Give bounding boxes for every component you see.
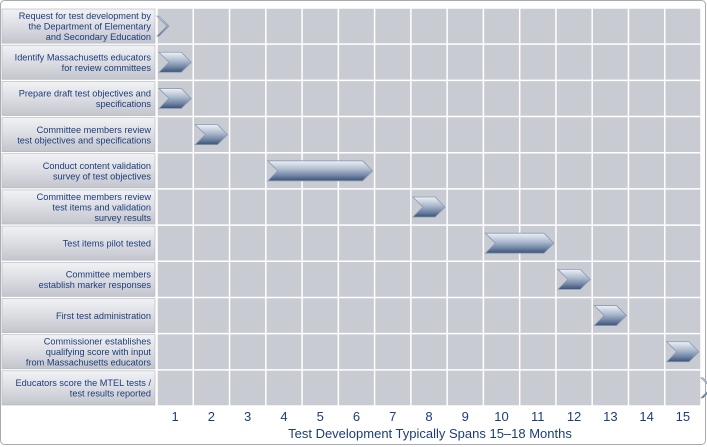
x-tick-label: 11: [531, 409, 545, 424]
x-tick-label: 6: [353, 409, 360, 424]
task-label-cell: [1, 189, 156, 225]
task-label: Identify Massachusetts educators: [15, 53, 152, 63]
task-label-cell: [1, 334, 156, 370]
task-label: specifications: [96, 99, 152, 109]
task-bar: [266, 160, 374, 182]
task-label: test items and validation: [52, 203, 151, 213]
task-bar: [700, 377, 707, 399]
x-tick-label: 9: [462, 409, 469, 424]
task-bar: [665, 341, 700, 363]
task-label: Conduct content validation: [43, 161, 151, 171]
task-label: qualifying score with input: [46, 347, 152, 357]
x-tick-label: 15: [676, 409, 690, 424]
task-label: Test items pilot tested: [63, 239, 151, 249]
task-label: Committee members review: [37, 192, 152, 202]
task-label-cell: [1, 8, 156, 44]
task-label: Educators score the MTEL tests /: [16, 378, 152, 388]
task-label-cell: [1, 298, 156, 333]
x-tick-label: 2: [208, 409, 215, 424]
task-label: test results reported: [70, 389, 151, 399]
x-tick-label: 10: [494, 409, 508, 424]
task-label-cell: [1, 225, 156, 261]
task-label: the Department of Elementary: [28, 22, 151, 32]
task-bar: [156, 15, 170, 37]
task-label: for review committees: [62, 63, 152, 73]
task-label-cell: [1, 44, 156, 80]
task-label: Commissioner establishes: [44, 337, 152, 347]
task-label: Committee members: [66, 270, 152, 280]
task-bar: [484, 232, 555, 254]
task-label-cell: [1, 261, 156, 297]
x-axis-label: Test Development Typically Spans 15–18 M…: [288, 426, 572, 441]
task-bar: [556, 268, 591, 290]
x-tick-label: 5: [317, 409, 324, 424]
task-label-cell: [1, 153, 156, 189]
x-tick-label: 14: [639, 409, 653, 424]
task-label: Committee members review: [37, 125, 152, 135]
task-bar: [194, 124, 229, 146]
x-axis-ticks: 1 2 3 4 5 6 7 8 9 10 11 12 13 14 15: [172, 409, 691, 424]
task-label-cell: [1, 370, 156, 406]
task-label: and Secondary Education: [46, 32, 151, 42]
task-bar: [158, 88, 192, 109]
x-tick-label: 7: [389, 409, 396, 424]
task-label-cell: [1, 117, 156, 153]
task-label: from Massachusetts educators: [26, 358, 152, 368]
task-bars: [156, 15, 707, 399]
task-label: Request for test development by: [19, 11, 152, 21]
task-label-cell: [1, 81, 156, 116]
task-bar: [158, 51, 192, 73]
x-tick-label: 8: [425, 409, 432, 424]
x-tick-label: 1: [172, 409, 179, 424]
task-label: First test administration: [56, 311, 151, 321]
x-tick-label: 13: [603, 409, 617, 424]
x-tick-label: 4: [280, 409, 287, 424]
x-tick-label: 12: [567, 409, 581, 424]
task-label: Prepare draft test objectives and: [19, 89, 151, 99]
task-label: survey of test objectives: [53, 172, 151, 182]
task-label: survey results: [94, 213, 151, 223]
task-label: establish marker responses: [39, 280, 152, 290]
x-tick-label: 3: [244, 409, 251, 424]
task-bar: [411, 196, 446, 218]
task-label: test objectives and specifications: [17, 135, 151, 145]
task-bar: [593, 305, 628, 326]
